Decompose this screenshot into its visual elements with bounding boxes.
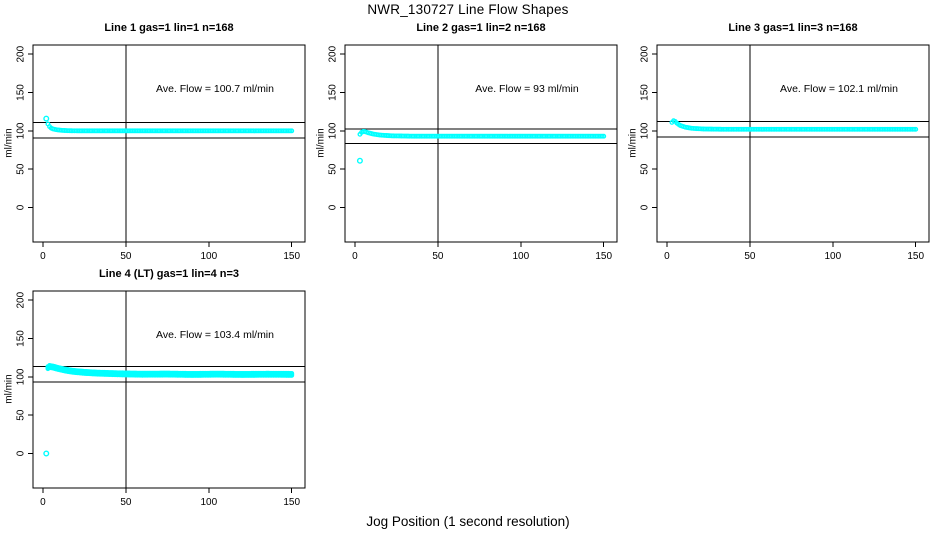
subplot-title: Line 2 gas=1 lin=2 n=168: [416, 22, 546, 34]
x-tick-label: 0: [352, 251, 358, 262]
subplot-line-3: Line 3 gas=1 lin=3 n=168 0 50 100 150 200 0 50…: [624, 20, 936, 268]
x-tick-label: 100: [200, 497, 217, 508]
y-tick-label: 50: [640, 163, 651, 175]
subplot-title: Line 3 gas=1 lin=3 n=168: [728, 22, 858, 34]
tick-labels: 0 50 100 150 200 0 50 100 150: [328, 45, 613, 262]
outlier-point: [356, 157, 363, 164]
y-tick-label: 0: [640, 204, 651, 210]
subplot-line-4: Line 4 (LT) gas=1 lin=4 n=3 0 50 100 150 200…: [0, 266, 312, 514]
plot-area: 0 50 100 150 200 0 50 100 150: [640, 44, 930, 262]
flow-data-points: [669, 118, 919, 132]
y-tick-label: 0: [16, 450, 27, 456]
axes-and-reference-lines: [28, 44, 306, 247]
ave-flow-annotation: Ave. Flow = 100.7 ml/min: [156, 83, 274, 95]
plot-box: [32, 44, 306, 243]
subplot-title: Line 1 gas=1 lin=1 n=168: [104, 22, 234, 34]
data-point: [601, 133, 607, 139]
x-tick-label: 100: [824, 251, 841, 262]
subplot-line-1: Line 1 gas=1 lin=1 n=168 0 50 100 150 200 0 50…: [0, 20, 312, 268]
ave-flow-annotation: Ave. Flow = 93 ml/min: [475, 83, 579, 95]
x-tick-label: 50: [120, 497, 132, 508]
axes-and-reference-lines: [28, 290, 306, 493]
x-tick-label: 50: [432, 251, 444, 262]
x-tick-label: 150: [283, 497, 300, 508]
outlier-point: [43, 115, 50, 122]
flow-data-points: [356, 129, 607, 164]
x-tick-label: 100: [200, 251, 217, 262]
y-tick-label: 50: [16, 409, 27, 421]
x-tick-label: 150: [595, 251, 612, 262]
tick-labels: 0 50 100 150 200 0 50 100 150: [16, 45, 301, 262]
y-tick-label: 200: [640, 45, 651, 62]
flow-data-points: [43, 115, 295, 134]
axes-and-reference-lines: [340, 44, 618, 247]
subplot-line-2: Line 2 gas=1 lin=2 n=168 0 50 100 150 200 0 50…: [312, 20, 624, 268]
y-tick-label: 150: [640, 84, 651, 101]
y-tick-label: 200: [328, 45, 339, 62]
x-tick-label: 0: [664, 251, 670, 262]
x-axis-label: Jog Position (1 second resolution): [366, 514, 570, 529]
y-tick-label: 150: [328, 84, 339, 101]
y-tick-label: 50: [16, 163, 27, 175]
data-point: [289, 372, 295, 378]
y-tick-label: 0: [328, 204, 339, 210]
flow-data-points: [43, 363, 295, 457]
outlier-point: [43, 450, 50, 457]
x-tick-label: 100: [512, 251, 529, 262]
figure-title: NWR_130727 Line Flow Shapes: [367, 2, 569, 17]
y-tick-label: 100: [16, 122, 27, 139]
x-tick-label: 0: [40, 497, 46, 508]
data-point: [289, 128, 295, 134]
y-axis-label: ml/min: [315, 128, 327, 158]
data-point: [913, 126, 919, 132]
plot-area: 0 50 100 150 200 0 50 100 150: [328, 44, 618, 262]
y-tick-label: 200: [16, 291, 27, 308]
x-tick-label: 50: [120, 251, 132, 262]
plot-box: [32, 290, 306, 489]
y-axis-label: ml/min: [3, 374, 15, 404]
y-axis-label: ml/min: [3, 128, 15, 158]
x-tick-label: 50: [744, 251, 756, 262]
axes-and-reference-lines: [652, 44, 930, 247]
ave-flow-annotation: Ave. Flow = 103.4 ml/min: [156, 329, 274, 341]
tick-labels: 0 50 100 150 200 0 50 100 150: [640, 45, 925, 262]
y-tick-label: 200: [16, 45, 27, 62]
plot-area: 0 50 100 150 200 0 50 100 150: [16, 290, 306, 508]
y-tick-label: 150: [16, 84, 27, 101]
y-tick-label: 150: [16, 330, 27, 347]
y-axis-label: ml/min: [627, 128, 639, 158]
y-tick-label: 100: [328, 122, 339, 139]
y-tick-label: 100: [640, 122, 651, 139]
y-tick-label: 100: [16, 368, 27, 385]
plot-area: 0 50 100 150 200 0 50 100 150: [16, 44, 306, 262]
y-tick-label: 0: [16, 204, 27, 210]
subplot-title: Line 4 (LT) gas=1 lin=4 n=3: [98, 268, 240, 280]
y-tick-label: 50: [328, 163, 339, 175]
plot-box: [656, 44, 930, 243]
x-tick-label: 0: [40, 251, 46, 262]
ave-flow-annotation: Ave. Flow = 102.1 ml/min: [780, 83, 898, 95]
x-tick-label: 150: [283, 251, 300, 262]
x-tick-label: 150: [907, 251, 924, 262]
tick-labels: 0 50 100 150 200 0 50 100 150: [16, 291, 301, 508]
